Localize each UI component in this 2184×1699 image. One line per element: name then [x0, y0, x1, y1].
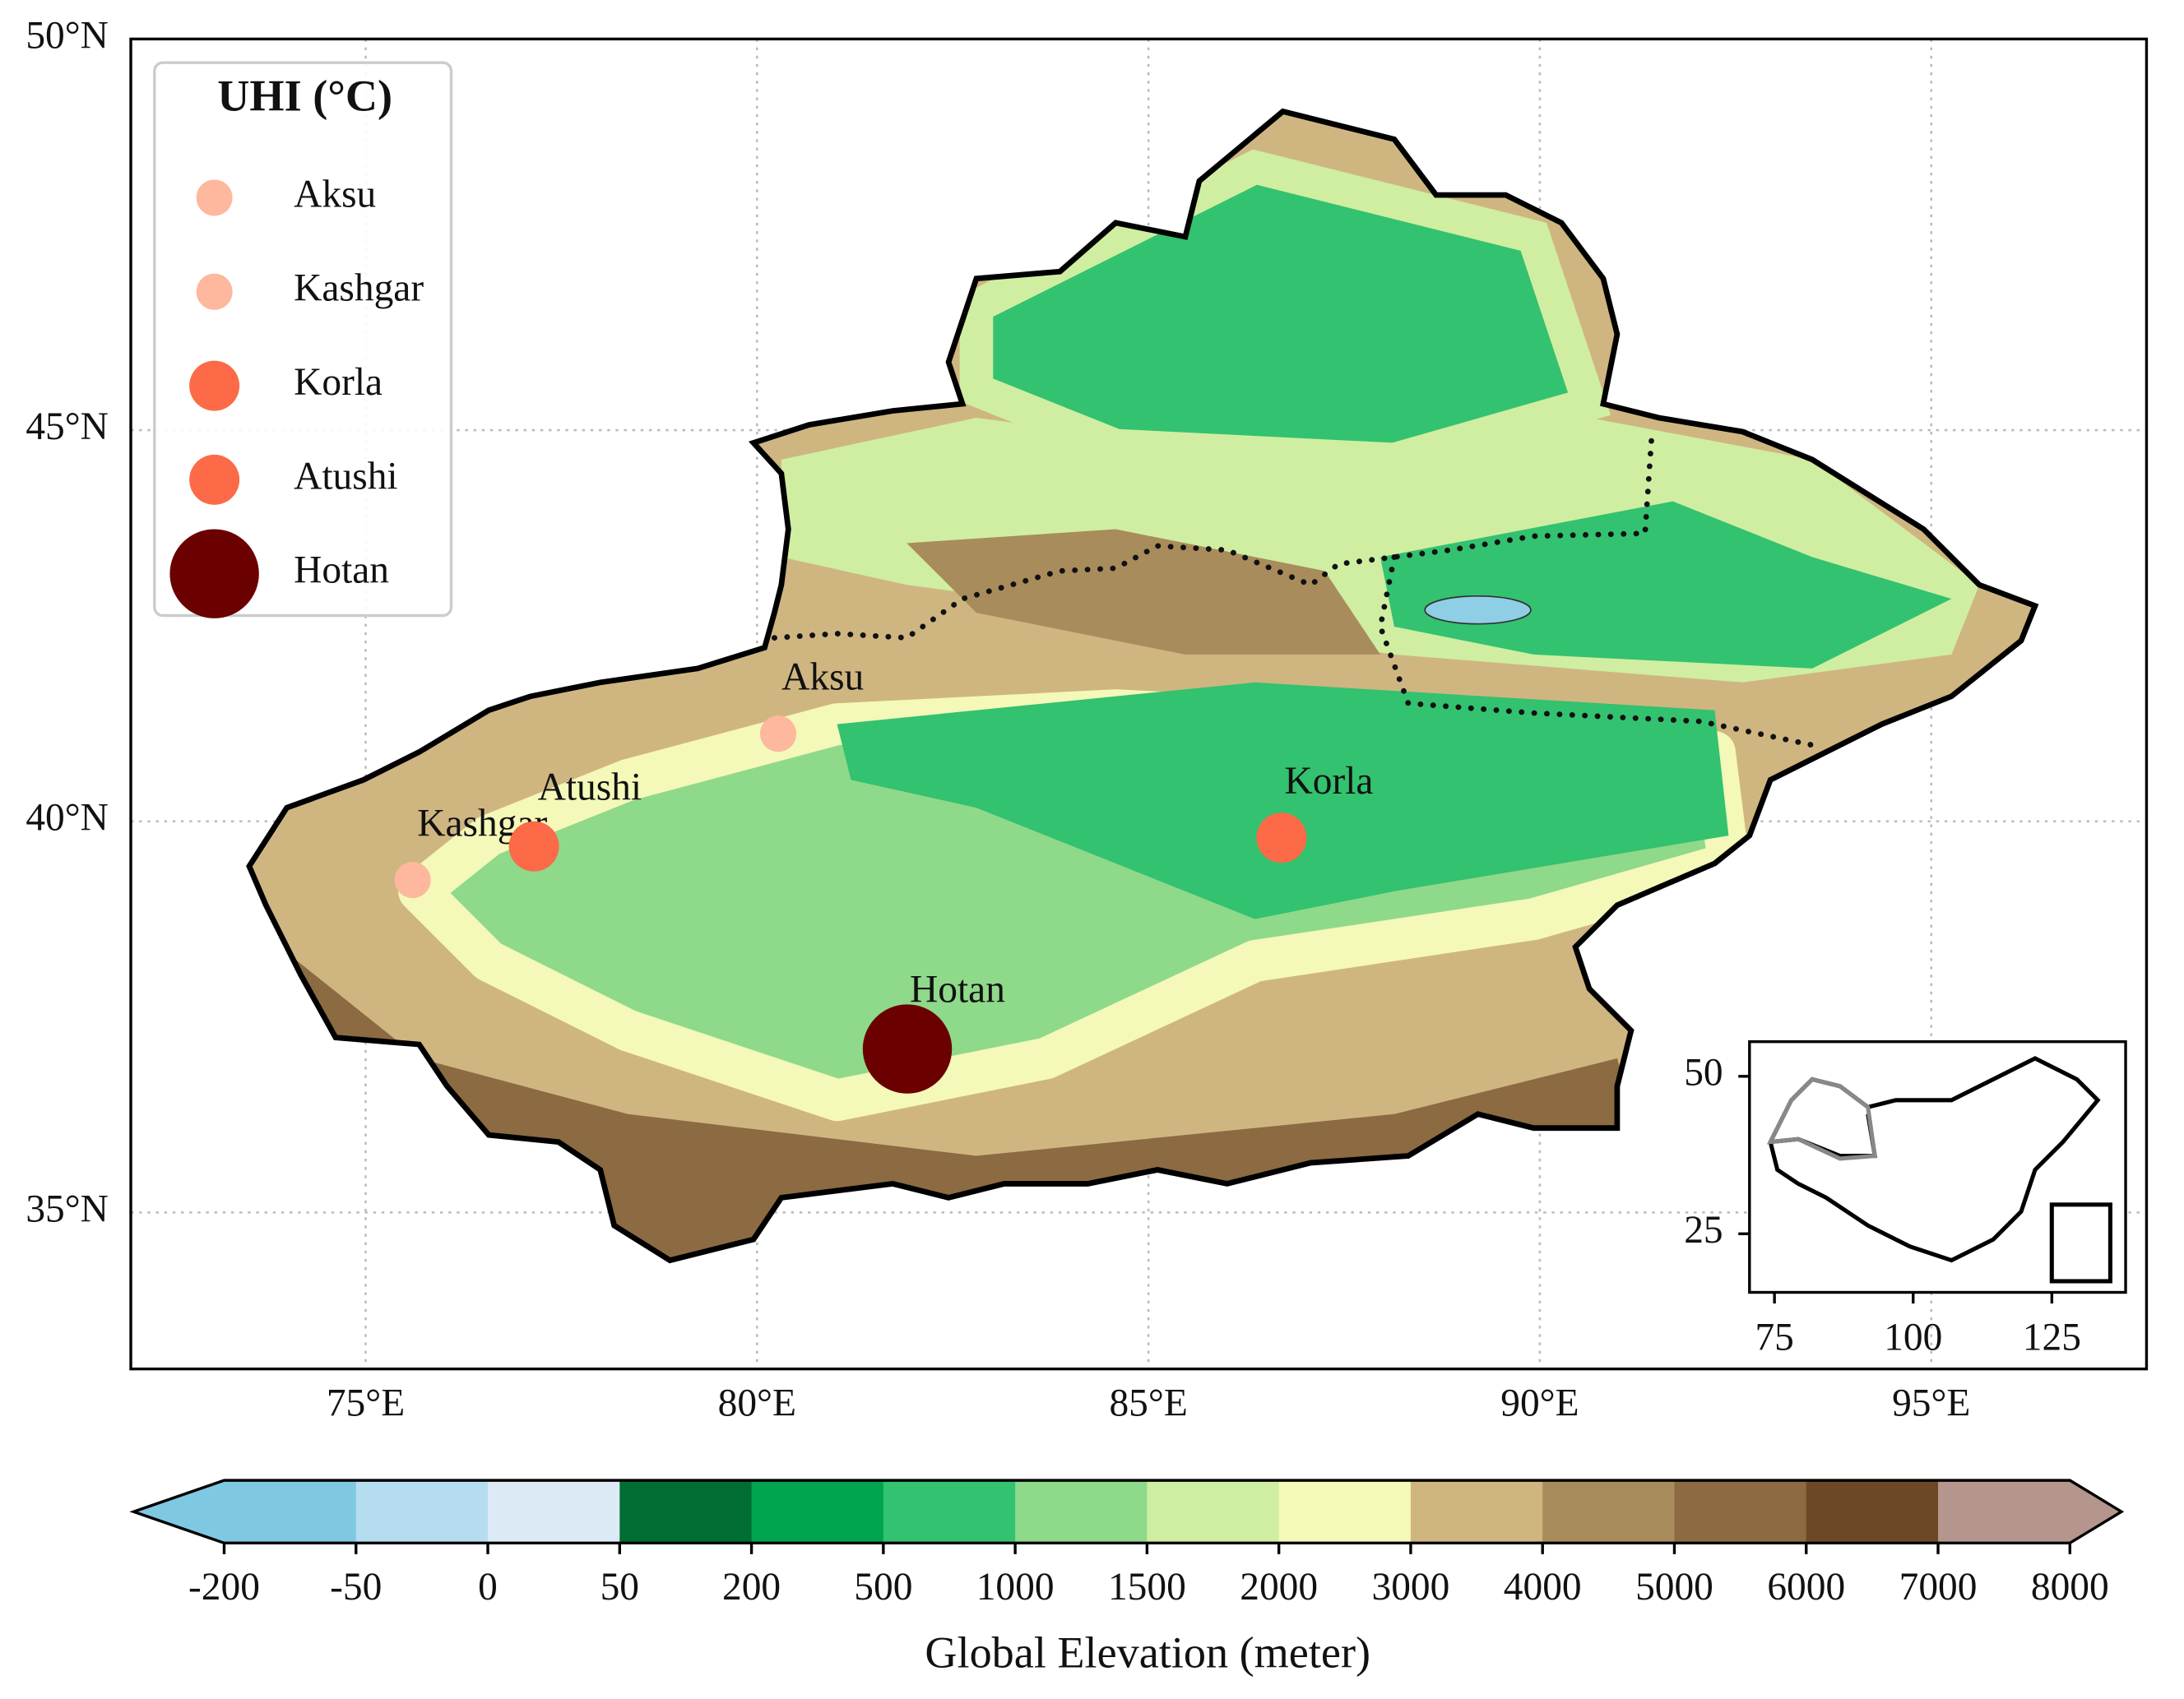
colorbar-box — [1674, 1480, 1807, 1544]
inset-x-tick-label: 75 — [1755, 1317, 1793, 1359]
colorbar-tick-label: 4000 — [1504, 1566, 1582, 1609]
lon-tick-label: 95°E — [1892, 1382, 1970, 1424]
colorbar-tick-label: 3000 — [1372, 1566, 1450, 1609]
colorbar-tick-label: 5000 — [1635, 1566, 1713, 1609]
city-label: Aksu — [781, 656, 864, 699]
colorbar-box — [1410, 1480, 1544, 1544]
colorbar-tick-label: 7000 — [1899, 1566, 1978, 1609]
inset-x-tick-label: 125 — [2023, 1317, 2081, 1359]
elev-tianshan-peaks — [907, 529, 1381, 655]
colorbar-tick-label: -50 — [330, 1566, 382, 1609]
inset-y-tick-label: 50 — [1684, 1052, 1723, 1095]
lat-tick-label: 35°N — [26, 1187, 109, 1230]
city-label: Atushi — [538, 766, 642, 808]
plot-frame — [129, 37, 2149, 1371]
colorbar-tick-label: 2000 — [1240, 1566, 1318, 1609]
colorbar-box — [883, 1480, 1016, 1544]
elev-turpan — [1380, 501, 1952, 669]
colorbar-tick-label: 0 — [478, 1566, 498, 1609]
city-label: Korla — [1285, 760, 1374, 803]
colorbar-box — [355, 1480, 489, 1544]
lon-tick-label: 75°E — [327, 1382, 405, 1424]
inset-xinjiang — [1766, 1076, 1878, 1161]
city-marker — [508, 821, 559, 872]
lat-tick-label: 40°N — [26, 797, 109, 840]
colorbar-tick-label: 50 — [600, 1566, 639, 1609]
lat-tick-label: 50°N — [26, 14, 109, 57]
legend-label: Hotan — [294, 549, 389, 592]
lon-tick-label: 90°E — [1500, 1382, 1579, 1424]
city-label: Hotan — [910, 969, 1005, 1012]
lon-tick-label: 80°E — [718, 1382, 796, 1424]
colorbar-box — [224, 1480, 357, 1544]
boundary-dotted — [772, 428, 1815, 748]
colorbar-box — [619, 1480, 753, 1544]
colorbar-tick-label: -200 — [188, 1566, 260, 1609]
city-marker — [862, 1004, 953, 1094]
inset-y-tick-label: 25 — [1684, 1209, 1723, 1252]
colorbar-box — [751, 1480, 884, 1544]
legend-label: Kashgar — [294, 267, 424, 310]
colorbar-tick-label: 1000 — [976, 1566, 1055, 1609]
legend-marker — [196, 179, 233, 216]
elev-dzungaria — [959, 149, 1611, 477]
city-marker — [1256, 812, 1307, 863]
city-marker — [394, 862, 431, 899]
colorbar-box — [488, 1480, 621, 1544]
legend-marker — [189, 360, 240, 411]
colorbar-under — [133, 1480, 225, 1544]
inset-frame — [1748, 1040, 2127, 1294]
colorbar-box — [1938, 1480, 2071, 1544]
colorbar-tick-label: 200 — [722, 1566, 781, 1609]
colorbar-tick-label: 500 — [854, 1566, 912, 1609]
colorbar-box — [1542, 1480, 1676, 1544]
colorbar-box — [1015, 1480, 1148, 1544]
colorbar-title: Global Elevation (meter) — [925, 1628, 1370, 1678]
lat-tick-label: 45°N — [26, 405, 109, 448]
colorbar: -200 -50 0 50 200 500 1000 1500 2000 3000 4000 5000… — [129, 1479, 2125, 1609]
legend-title: UHI (°C) — [217, 71, 392, 120]
inset-ticks: 75 100 125 50 25 — [1684, 1052, 2081, 1359]
colorbar-over — [2070, 1480, 2121, 1544]
colorbar-box — [1806, 1480, 1939, 1544]
legend-marker — [196, 273, 233, 310]
legend-marker — [189, 454, 240, 505]
colorbar-box — [1278, 1480, 1412, 1544]
legend: Aksu Kashgar Korla Atushi Hotan — [169, 173, 424, 618]
colorbar-tick-label: 8000 — [2031, 1566, 2109, 1609]
colorbar-box — [1147, 1480, 1280, 1544]
legend-label: Atushi — [294, 455, 397, 498]
lon-tick-label: 85°E — [1109, 1382, 1187, 1424]
legend-marker — [169, 529, 259, 618]
inset-x-tick-label: 100 — [1884, 1317, 1942, 1359]
legend-label: Aksu — [294, 173, 376, 215]
inset-south-sea — [2049, 1202, 2112, 1284]
colorbar-tick-label: 6000 — [1767, 1566, 1845, 1609]
tick-labels: 75°E 80°E 85°E 90°E 95°E 35°N 40°N 45°N 50°N — [26, 14, 1970, 1424]
colorbar-tick-label: 1500 — [1108, 1566, 1186, 1609]
city-marker — [759, 715, 797, 752]
legend-label: Korla — [294, 361, 383, 404]
elev-tarim-east — [837, 682, 1729, 919]
lake — [1424, 595, 1532, 625]
